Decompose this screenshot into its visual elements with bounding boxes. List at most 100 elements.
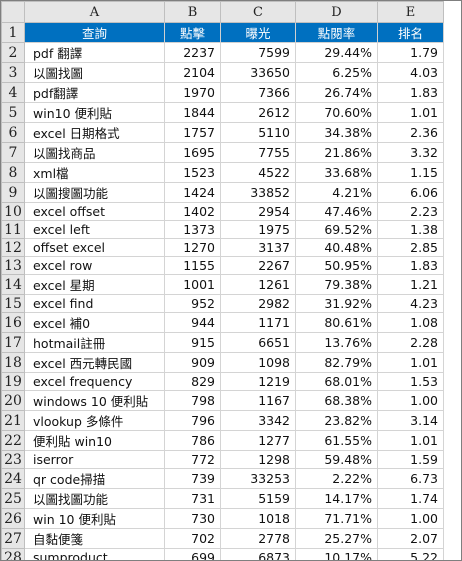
cell-ctr[interactable]: 59.48% <box>295 450 378 469</box>
cell-query[interactable]: excel left <box>24 220 165 239</box>
cell-impressions[interactable]: 3342 <box>220 410 296 431</box>
cell-clicks[interactable]: 1523 <box>164 162 221 183</box>
cell-impressions[interactable]: 1975 <box>220 220 296 239</box>
cell-rank[interactable]: 2.23 <box>377 202 444 221</box>
cell-impressions[interactable]: 2982 <box>220 294 296 313</box>
cell-rank[interactable]: 2.85 <box>377 238 444 257</box>
cell-rank[interactable]: 1.21 <box>377 274 444 295</box>
cell-query[interactable]: sumproduct <box>24 548 165 560</box>
header-cell-rank[interactable]: 排名 <box>377 22 444 43</box>
cell-ctr[interactable]: 33.68% <box>295 162 378 183</box>
cell-impressions[interactable]: 1219 <box>220 372 296 391</box>
row-number[interactable]: 18 <box>1 352 25 373</box>
header-cell-ctr[interactable]: 點閱率 <box>295 22 378 43</box>
cell-impressions[interactable]: 5110 <box>220 122 296 143</box>
row-number[interactable]: 26 <box>1 508 25 529</box>
header-cell-clicks[interactable]: 點擊 <box>164 22 221 43</box>
cell-rank[interactable]: 4.23 <box>377 294 444 313</box>
cell-query[interactable]: excel offset <box>24 202 165 221</box>
cell-ctr[interactable]: 69.52% <box>295 220 378 239</box>
cell-rank[interactable]: 6.73 <box>377 468 444 489</box>
select-all-corner[interactable] <box>1 1 25 23</box>
cell-clicks[interactable]: 798 <box>164 390 221 411</box>
row-number[interactable]: 16 <box>1 312 25 333</box>
row-number[interactable]: 1 <box>1 22 25 43</box>
cell-ctr[interactable]: 25.27% <box>295 528 378 549</box>
cell-rank[interactable]: 1.15 <box>377 162 444 183</box>
cell-clicks[interactable]: 944 <box>164 312 221 333</box>
row-number[interactable]: 5 <box>1 102 25 123</box>
cell-clicks[interactable]: 1373 <box>164 220 221 239</box>
cell-impressions[interactable]: 6873 <box>220 548 296 560</box>
cell-ctr[interactable]: 47.46% <box>295 202 378 221</box>
cell-ctr[interactable]: 34.38% <box>295 122 378 143</box>
cell-ctr[interactable]: 29.44% <box>295 42 378 63</box>
cell-rank[interactable]: 1.01 <box>377 352 444 373</box>
cell-clicks[interactable]: 1695 <box>164 142 221 163</box>
cell-rank[interactable]: 1.79 <box>377 42 444 63</box>
cell-clicks[interactable]: 909 <box>164 352 221 373</box>
row-number[interactable]: 8 <box>1 162 25 183</box>
row-number[interactable]: 15 <box>1 294 25 313</box>
row-number[interactable]: 28 <box>1 548 25 560</box>
cell-rank[interactable]: 2.36 <box>377 122 444 143</box>
cell-clicks[interactable]: 1402 <box>164 202 221 221</box>
cell-rank[interactable]: 2.28 <box>377 332 444 353</box>
cell-query[interactable]: excel 星期 <box>24 274 165 295</box>
cell-clicks[interactable]: 1757 <box>164 122 221 143</box>
header-cell-impressions[interactable]: 曝光 <box>220 22 296 43</box>
cell-rank[interactable]: 1.01 <box>377 102 444 123</box>
cell-rank[interactable]: 1.59 <box>377 450 444 469</box>
cell-rank[interactable]: 1.00 <box>377 508 444 529</box>
row-number[interactable]: 7 <box>1 142 25 163</box>
cell-ctr[interactable]: 40.48% <box>295 238 378 257</box>
row-number[interactable]: 3 <box>1 62 25 83</box>
cell-impressions[interactable]: 5159 <box>220 488 296 509</box>
cell-ctr[interactable]: 13.76% <box>295 332 378 353</box>
cell-ctr[interactable]: 14.17% <box>295 488 378 509</box>
cell-query[interactable]: windows 10 便利貼 <box>24 390 165 411</box>
row-number[interactable]: 2 <box>1 42 25 63</box>
cell-clicks[interactable]: 952 <box>164 294 221 313</box>
cell-query[interactable]: offset excel <box>24 238 165 257</box>
row-number[interactable]: 19 <box>1 372 25 391</box>
cell-rank[interactable]: 1.08 <box>377 312 444 333</box>
cell-rank[interactable]: 2.07 <box>377 528 444 549</box>
cell-impressions[interactable]: 2778 <box>220 528 296 549</box>
cell-clicks[interactable]: 699 <box>164 548 221 560</box>
cell-query[interactable]: 以圖找圖功能 <box>24 488 165 509</box>
cell-clicks[interactable]: 730 <box>164 508 221 529</box>
cell-clicks[interactable]: 1970 <box>164 82 221 103</box>
cell-query[interactable]: hotmail註冊 <box>24 332 165 353</box>
cell-query[interactable]: 自黏便箋 <box>24 528 165 549</box>
cell-impressions[interactable]: 1167 <box>220 390 296 411</box>
column-header-e[interactable]: E <box>377 1 444 23</box>
cell-ctr[interactable]: 23.82% <box>295 410 378 431</box>
cell-ctr[interactable]: 71.71% <box>295 508 378 529</box>
cell-clicks[interactable]: 731 <box>164 488 221 509</box>
cell-impressions[interactable]: 33852 <box>220 182 296 203</box>
cell-query[interactable]: pdf 翻譯 <box>24 42 165 63</box>
cell-ctr[interactable]: 80.61% <box>295 312 378 333</box>
cell-clicks[interactable]: 739 <box>164 468 221 489</box>
row-number[interactable]: 21 <box>1 410 25 431</box>
cell-query[interactable]: excel 補0 <box>24 312 165 333</box>
cell-ctr[interactable]: 21.86% <box>295 142 378 163</box>
cell-clicks[interactable]: 796 <box>164 410 221 431</box>
cell-ctr[interactable]: 2.22% <box>295 468 378 489</box>
cell-rank[interactable]: 3.32 <box>377 142 444 163</box>
row-number[interactable]: 22 <box>1 430 25 451</box>
column-header-c[interactable]: C <box>220 1 296 23</box>
cell-rank[interactable]: 1.83 <box>377 256 444 275</box>
cell-ctr[interactable]: 68.38% <box>295 390 378 411</box>
cell-clicks[interactable]: 2104 <box>164 62 221 83</box>
cell-clicks[interactable]: 786 <box>164 430 221 451</box>
cell-ctr[interactable]: 4.21% <box>295 182 378 203</box>
cell-impressions[interactable]: 7755 <box>220 142 296 163</box>
row-number[interactable]: 20 <box>1 390 25 411</box>
cell-rank[interactable]: 1.38 <box>377 220 444 239</box>
cell-query[interactable]: xml檔 <box>24 162 165 183</box>
cell-query[interactable]: win10 便利貼 <box>24 102 165 123</box>
cell-impressions[interactable]: 1171 <box>220 312 296 333</box>
cell-clicks[interactable]: 915 <box>164 332 221 353</box>
